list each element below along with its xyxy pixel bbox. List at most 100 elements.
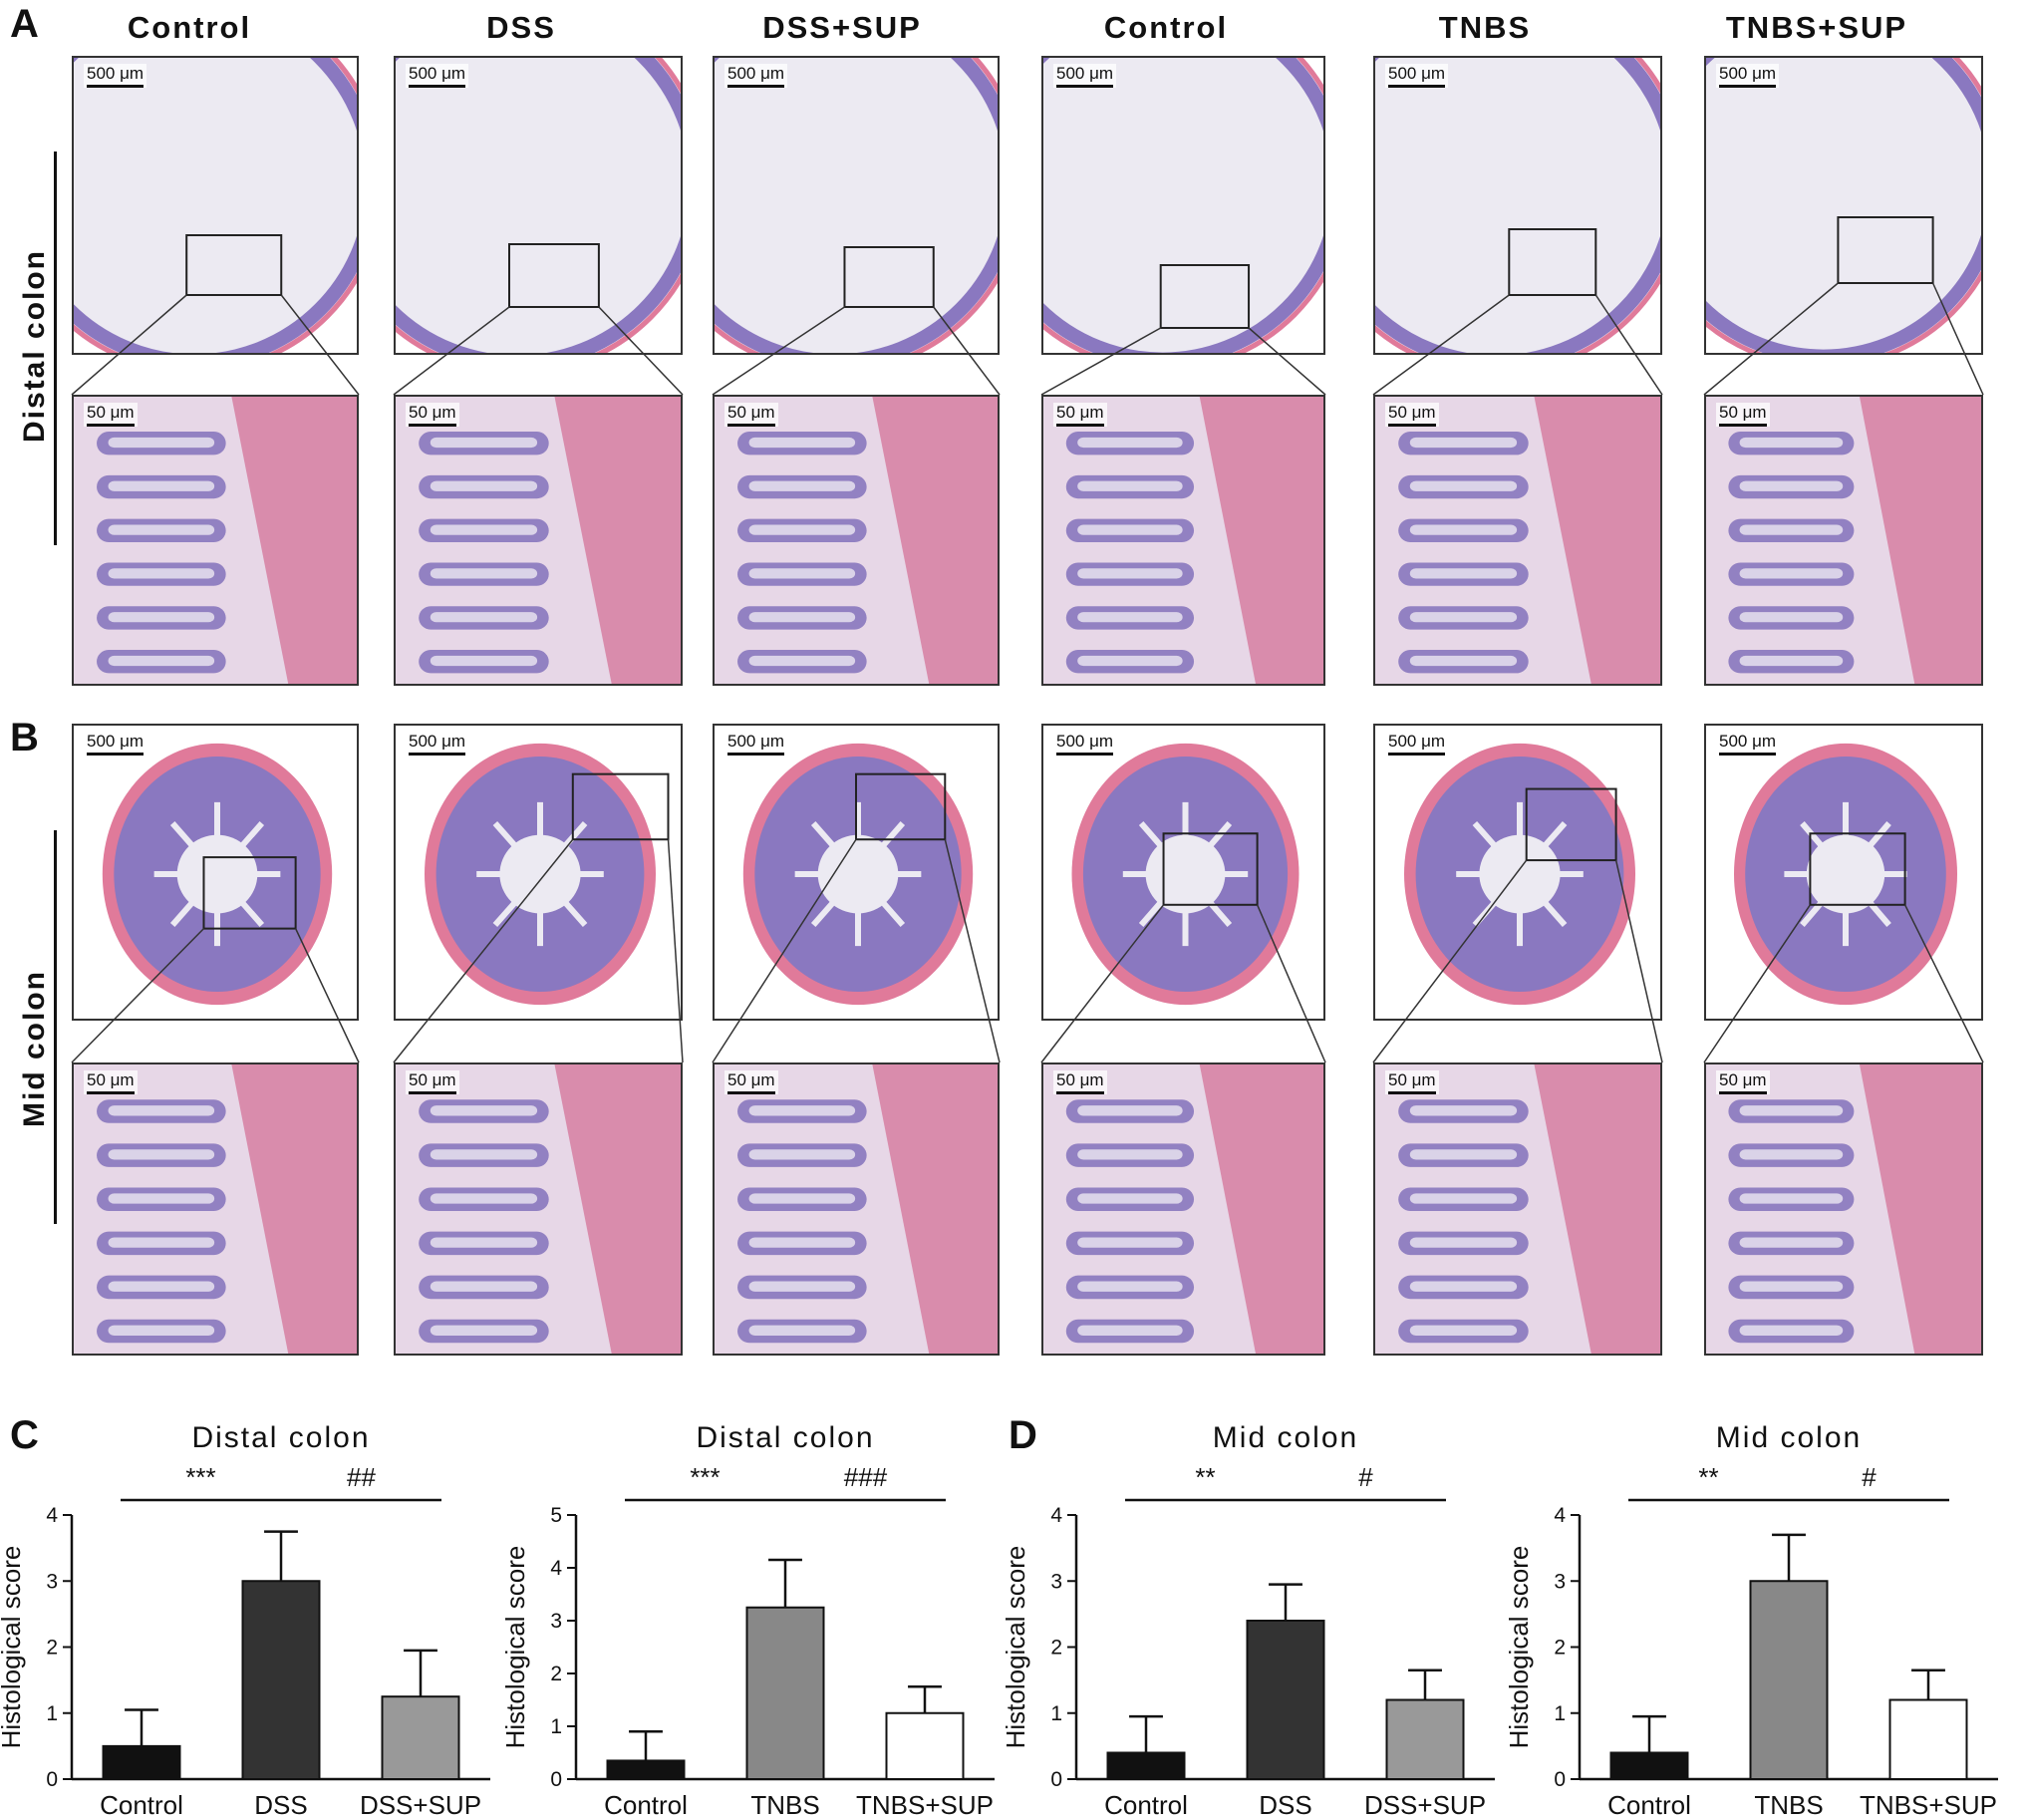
x-tick-label: DSS+SUP (360, 1790, 481, 1820)
y-tick-label: 3 (1554, 1570, 1566, 1593)
y-tick-label: 0 (550, 1768, 562, 1791)
scale-bar: 50 μm (1385, 1070, 1439, 1094)
scale-bar-label: 50 μm (727, 1070, 775, 1089)
y-axis-label: Histological score (1504, 1546, 1534, 1749)
y-tick-label: 0 (46, 1768, 58, 1791)
scale-bar-line (1388, 1091, 1436, 1094)
x-tick-label: Control (1607, 1790, 1691, 1820)
scale-bar-label: 50 μm (1388, 403, 1436, 422)
zoom-distal-5: 50 μm (1704, 395, 1983, 686)
scale-bar-label: 50 μm (1719, 403, 1767, 422)
chart-title: Mid colon (1213, 1421, 1358, 1454)
x-tick-label: Control (604, 1790, 688, 1820)
scale-bar-line (1388, 85, 1446, 88)
column-header-dss-sup: DSS+SUP (762, 10, 922, 45)
y-tick-label: 5 (550, 1504, 562, 1527)
tissue-section-image (396, 397, 681, 684)
panel-label-d: D (1009, 1413, 1037, 1457)
x-tick-label: DSS (254, 1790, 307, 1820)
zoom-mid-2: 50 μm (713, 1062, 1000, 1356)
scale-bar-line (409, 85, 466, 88)
tissue-section-image (715, 1064, 998, 1354)
tissue-section-image (1043, 58, 1323, 353)
scale-bar-label: 500 μm (409, 732, 466, 751)
tissue-section-image (1043, 397, 1323, 684)
scale-bar: 500 μm (406, 64, 469, 88)
scale-bar-label: 50 μm (87, 1070, 135, 1089)
scale-bar-label: 500 μm (87, 732, 145, 751)
zoom-mid-5: 50 μm (1704, 1062, 1983, 1356)
chart-title: Distal colon (191, 1421, 370, 1454)
y-axis-label: Histological score (0, 1546, 26, 1749)
y-tick-label: 2 (1554, 1637, 1566, 1660)
scale-bar: 50 μm (724, 1070, 778, 1094)
scale-bar-line (87, 753, 145, 756)
scale-bar: 500 μm (406, 732, 469, 756)
scale-bar-line (87, 85, 145, 88)
chart-title: Mid colon (1716, 1421, 1862, 1454)
scale-bar: 500 μm (724, 64, 788, 88)
bar-control (606, 1759, 686, 1780)
scale-bar-line (727, 753, 785, 756)
scale-bar-label: 500 μm (727, 64, 785, 83)
bar-control (1106, 1751, 1186, 1780)
scale-bar: 50 μm (84, 1070, 138, 1094)
scale-bar-line (409, 1091, 456, 1094)
scale-bar: 500 μm (84, 64, 147, 88)
column-header-control: Control (127, 10, 252, 45)
y-tick-label: 1 (550, 1715, 562, 1738)
y-tick-label: 4 (1050, 1504, 1062, 1527)
significance-label: # (1358, 1462, 1373, 1492)
zoom-distal-1: 50 μm (394, 395, 683, 686)
tissue-section-image (1706, 397, 1981, 684)
scale-bar-line (1056, 424, 1104, 427)
scale-bar-label: 50 μm (1056, 403, 1104, 422)
bar-control (1609, 1751, 1689, 1780)
scale-bar-label: 500 μm (1056, 732, 1114, 751)
bar-tnbs (1749, 1580, 1829, 1780)
y-tick-label: 4 (1554, 1504, 1566, 1527)
scale-bar-line (727, 1091, 775, 1094)
tissue-section-image (74, 1064, 357, 1354)
scale-bar: 500 μm (1385, 732, 1449, 756)
scale-bar-line (87, 1091, 135, 1094)
scale-bar: 50 μm (1385, 403, 1439, 427)
scale-bar-line (1719, 1091, 1767, 1094)
row-divider-distal (54, 152, 57, 545)
row-divider-mid (54, 830, 57, 1224)
scale-bar: 500 μm (1385, 64, 1449, 88)
zoom-distal-4: 50 μm (1373, 395, 1662, 686)
scale-bar: 500 μm (1716, 64, 1780, 88)
scale-bar-line (1719, 424, 1767, 427)
scale-bar: 50 μm (1053, 403, 1107, 427)
significance-label: ### (844, 1462, 888, 1492)
scale-bar-line (409, 753, 466, 756)
scale-bar-line (87, 424, 135, 427)
scale-bar-line (1388, 424, 1436, 427)
scale-bar-line (409, 424, 456, 427)
zoom-distal-3: 50 μm (1041, 395, 1325, 686)
y-tick-label: 1 (1050, 1702, 1062, 1725)
scale-bar-line (1719, 85, 1777, 88)
panel-label-a: A (10, 2, 39, 46)
scale-bar: 50 μm (1053, 1070, 1107, 1094)
y-tick-label: 1 (46, 1702, 58, 1725)
scale-bar-label: 50 μm (1388, 1070, 1436, 1089)
y-tick-label: 4 (46, 1504, 58, 1527)
x-tick-label: Control (100, 1790, 183, 1820)
zoom-mid-0: 50 μm (72, 1062, 359, 1356)
significance-label: *** (690, 1462, 720, 1492)
scale-bar-line (727, 424, 775, 427)
scale-bar: 50 μm (1716, 1070, 1770, 1094)
tissue-section-image (1706, 1064, 1981, 1354)
y-axis-label: Histological score (500, 1546, 530, 1749)
tissue-section-image (1043, 1064, 1323, 1354)
scale-bar-label: 500 μm (409, 64, 466, 83)
scale-bar: 500 μm (1716, 732, 1780, 756)
overview-distal-1: 500 μm (394, 56, 683, 355)
scale-bar-label: 500 μm (1388, 64, 1446, 83)
tissue-section-image (396, 58, 681, 353)
chart-title: Distal colon (696, 1421, 874, 1454)
y-tick-label: 2 (550, 1663, 562, 1685)
